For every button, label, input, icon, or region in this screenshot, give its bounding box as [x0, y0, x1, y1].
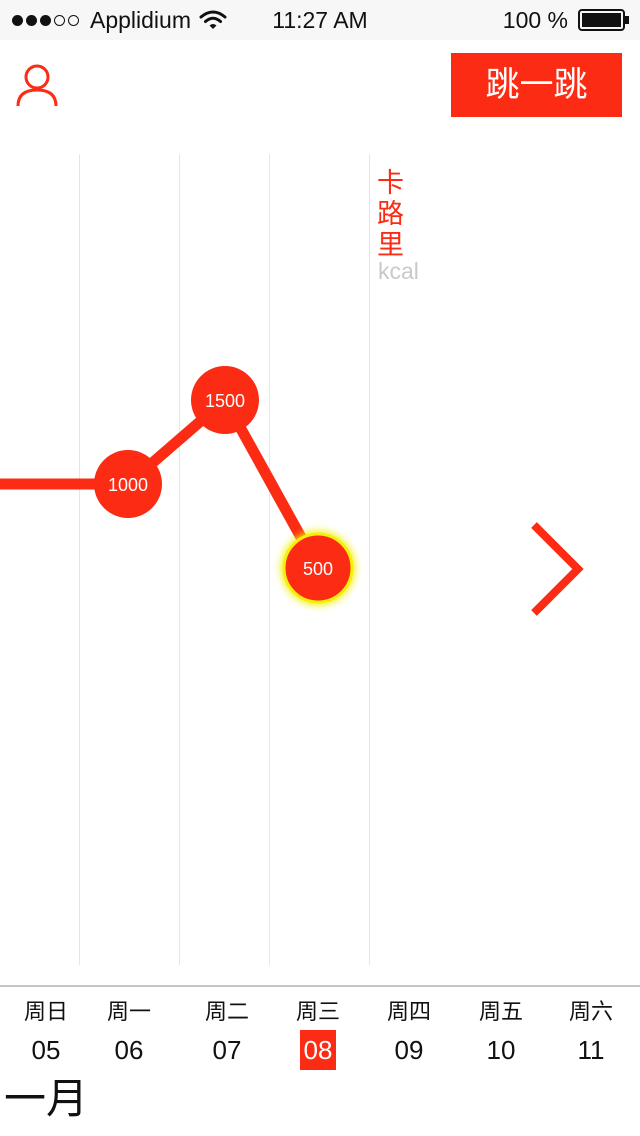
day-name: 周日	[23, 1000, 68, 1025]
day-name: 周二	[204, 1000, 249, 1025]
day-cell[interactable]: 周日 05	[11, 996, 81, 1070]
day-cell[interactable]: 周二 07	[192, 996, 262, 1070]
calorie-chart: 1000 1500 500	[0, 154, 370, 965]
chevron-right-icon[interactable]	[528, 520, 588, 618]
day-cell[interactable]: 周一 06	[94, 996, 164, 1070]
data-label: 1000	[108, 475, 148, 495]
carrier-name: Applidium	[90, 6, 191, 33]
wifi-icon	[199, 10, 227, 29]
user-icon[interactable]	[14, 62, 60, 108]
battery-percent: 100 %	[502, 6, 568, 33]
battery-icon	[578, 9, 629, 31]
day-cell[interactable]: 周三 08	[283, 996, 353, 1070]
day-number: 05	[31, 1035, 61, 1065]
day-name: 周四	[386, 1000, 431, 1025]
day-name: 周一	[106, 1000, 151, 1025]
signal-strength-icon	[12, 14, 82, 26]
day-number: 06	[114, 1035, 144, 1065]
data-point[interactable]	[191, 366, 259, 434]
day-cell[interactable]: 周五 10	[466, 996, 536, 1070]
day-name: 周六	[568, 1000, 613, 1025]
day-name: 周三	[295, 1000, 340, 1025]
status-right: 100 %	[503, 6, 630, 34]
data-point[interactable]	[94, 450, 162, 518]
week-selector: 周日 05 周一 06 周二 07 周三 08 周四 09 周五 10 周六 11	[0, 996, 640, 1076]
status-bar: Applidium 11:27 AM 100 %	[0, 0, 640, 40]
day-number: 11	[577, 1035, 605, 1065]
day-number: 10	[486, 1035, 516, 1065]
divider	[0, 985, 640, 987]
month-label: 一月	[4, 1074, 89, 1123]
day-cell[interactable]: 周四 09	[374, 996, 444, 1070]
day-number: 07	[212, 1035, 242, 1065]
day-number-selected: 08	[299, 1030, 337, 1070]
unit-label: 卡路里	[377, 168, 404, 261]
data-label: 1500	[205, 391, 245, 411]
data-point-highlighted[interactable]	[282, 532, 354, 604]
day-cell[interactable]: 周六 11	[556, 996, 626, 1070]
jump-button[interactable]: 跳一跳	[451, 53, 622, 117]
day-number: 09	[394, 1035, 424, 1065]
status-left: Applidium	[12, 6, 227, 34]
unit-sub-label: kcal	[378, 258, 419, 284]
day-name: 周五	[478, 1000, 523, 1025]
status-time: 11:27 AM	[272, 7, 368, 33]
data-label: 500	[303, 559, 333, 579]
